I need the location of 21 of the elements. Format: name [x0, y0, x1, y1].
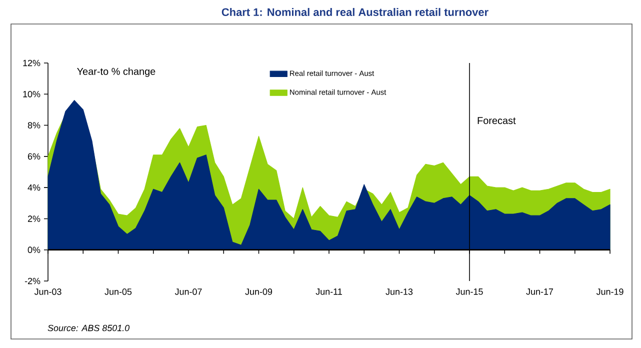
y-tick-label: 12% [23, 60, 40, 66]
x-tick-label: Jun-05 [104, 288, 132, 295]
y-axis-title: Year-to % change [77, 68, 156, 77]
y-tick-label: 6% [28, 153, 40, 160]
x-tick-label: Jun-03 [34, 288, 62, 295]
x-tick-label: Jun-17 [526, 288, 554, 295]
x-tick-label: Jun-09 [245, 288, 272, 295]
x-tick-label: Jun-13 [386, 288, 413, 295]
y-tick-label: 4% [28, 184, 40, 191]
y-tick-label: 2% [28, 216, 40, 222]
x-tick-label: Jun-11 [316, 288, 342, 295]
y-tick-label: -2% [24, 278, 40, 284]
ref-line-label: Forecast [478, 117, 516, 124]
x-tick-label: Jun-19 [596, 288, 624, 295]
y-tick-label: 8% [28, 122, 40, 128]
source-note: Source: ABS 8501.0 [48, 324, 130, 332]
chart-title: Chart 1: Nominal and real Australian retail turnover [222, 8, 488, 16]
x-tick-label: Jun-15 [456, 288, 483, 295]
y-tick-label: 0% [28, 246, 40, 254]
x-tick-label: Jun-07 [174, 288, 202, 295]
y-tick-label: 10% [23, 90, 40, 98]
